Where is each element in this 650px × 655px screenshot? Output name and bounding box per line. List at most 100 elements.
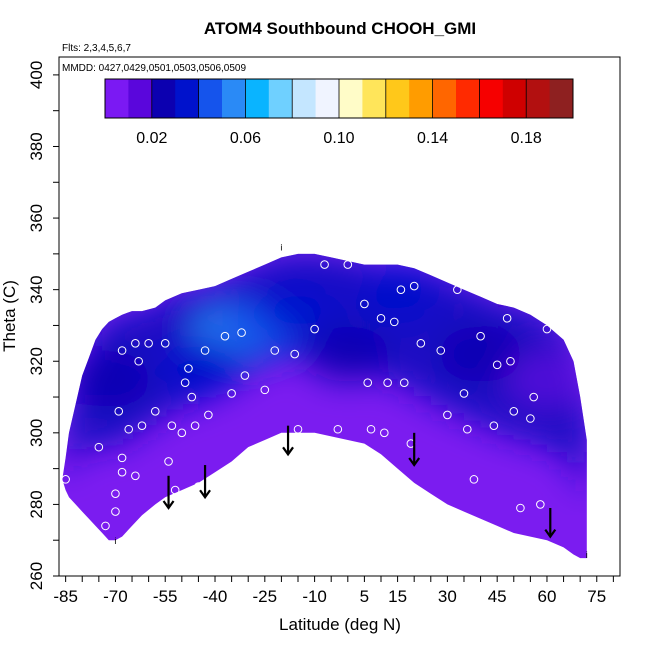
colorbar-swatch xyxy=(479,79,504,118)
observation-point xyxy=(383,378,392,388)
colorbar-tick-label: 0.10 xyxy=(323,130,354,147)
observation-point xyxy=(409,281,419,291)
field-blob xyxy=(256,279,341,336)
observation-point xyxy=(502,313,512,323)
arrows-layer xyxy=(162,425,557,539)
observation-point xyxy=(453,285,462,294)
observation-point xyxy=(131,339,140,348)
colorbar-swatch xyxy=(339,79,363,118)
observation-point xyxy=(363,378,373,388)
descent-arrow xyxy=(199,465,211,500)
observation-point xyxy=(150,407,160,416)
colorbar-tick-label: 0.06 xyxy=(230,130,261,147)
marker-label: i xyxy=(114,536,116,546)
colorbar-swatch xyxy=(245,79,270,118)
observation-point xyxy=(526,414,535,423)
x-tick-label: -40 xyxy=(203,587,228,606)
observation-point xyxy=(194,482,203,491)
observation-point xyxy=(399,378,409,388)
observation-point xyxy=(459,389,469,398)
y-tick-label: 380 xyxy=(27,132,46,160)
observation-point xyxy=(376,313,386,323)
observation-point xyxy=(247,464,256,473)
observation-point xyxy=(111,489,120,498)
dates-label: MMDD: 0427,0429,0501,0503,0506,0509 xyxy=(62,63,246,74)
observation-point xyxy=(443,410,452,420)
observation-point xyxy=(320,260,329,269)
colorbar-tick-label: 0.02 xyxy=(136,130,167,147)
observation-point xyxy=(516,503,525,513)
observation-point xyxy=(380,428,389,438)
colorbar-swatch xyxy=(151,79,176,118)
field-layer xyxy=(62,253,587,559)
field-band xyxy=(75,375,84,453)
observation-point xyxy=(134,356,143,366)
colorbar-swatch xyxy=(222,79,246,118)
observation-point xyxy=(160,339,170,348)
descent-arrow xyxy=(544,507,557,539)
observation-point xyxy=(463,424,472,434)
y-tick-label: 300 xyxy=(27,419,46,447)
observation-point xyxy=(270,346,280,355)
observation-point xyxy=(476,331,485,341)
colorbar-swatch xyxy=(315,79,340,118)
observation-point xyxy=(529,392,538,402)
x-axis-label: Latitude (deg N) xyxy=(279,615,401,634)
descent-arrow xyxy=(408,432,421,467)
observation-point xyxy=(360,299,369,309)
observation-point xyxy=(426,263,436,273)
observation-point xyxy=(164,457,173,466)
field-blob xyxy=(438,326,523,383)
field-blob xyxy=(156,340,241,397)
x-tick-label: 15 xyxy=(388,587,407,606)
observation-point xyxy=(111,507,120,516)
colorbar: 0.02 0.06 0.10 0.14 0.18 xyxy=(104,78,574,147)
field-band xyxy=(62,457,67,474)
y-axis: 260 280 300 320 340 360 380 400 xyxy=(27,61,59,590)
colorbar-tick-label: 0.18 xyxy=(511,130,542,147)
field-blob xyxy=(66,351,151,408)
observation-point xyxy=(114,407,124,416)
observation-point xyxy=(94,442,104,452)
observation-point xyxy=(170,485,180,495)
y-tick-label: 320 xyxy=(27,347,46,375)
descent-arrow xyxy=(162,475,175,510)
observation-point xyxy=(333,424,343,434)
field-band xyxy=(141,307,157,425)
observation-point xyxy=(506,356,515,366)
colorbar-swatch xyxy=(292,79,317,118)
observation-point xyxy=(260,385,270,395)
observation-point xyxy=(542,324,552,334)
x-tick-label: 60 xyxy=(538,587,557,606)
observation-point xyxy=(117,346,127,355)
observation-point xyxy=(240,371,250,380)
observation-point xyxy=(204,410,213,420)
observation-point xyxy=(167,421,177,430)
colorbar-swatch xyxy=(175,79,200,118)
observation-point xyxy=(190,421,200,430)
observation-point xyxy=(343,260,353,269)
y-tick-label: 280 xyxy=(27,490,46,518)
field-blob xyxy=(355,268,440,325)
colorbar-swatch xyxy=(362,79,387,118)
y-tick-label: 260 xyxy=(27,562,46,590)
observation-point xyxy=(310,324,319,334)
observation-point xyxy=(117,453,127,463)
observation-point xyxy=(237,328,246,337)
y-tick-label: 340 xyxy=(27,275,46,303)
observations-layer xyxy=(61,260,552,531)
y-tick-label: 400 xyxy=(27,61,46,89)
x-tick-label: 45 xyxy=(488,587,507,606)
observation-point xyxy=(124,424,134,434)
x-tick-label: -55 xyxy=(153,587,178,606)
flights-label: Flts: 2,3,4,5,6,7 xyxy=(62,43,131,54)
colorbar-swatch xyxy=(128,79,153,118)
observation-point xyxy=(210,475,220,484)
plot-area: i i i xyxy=(61,242,588,560)
observation-point xyxy=(509,407,519,416)
observation-point xyxy=(144,339,153,348)
observation-point xyxy=(187,392,197,402)
colorbar-swatch xyxy=(198,79,223,118)
x-tick-label: 75 xyxy=(587,587,606,606)
observation-point xyxy=(117,467,127,477)
